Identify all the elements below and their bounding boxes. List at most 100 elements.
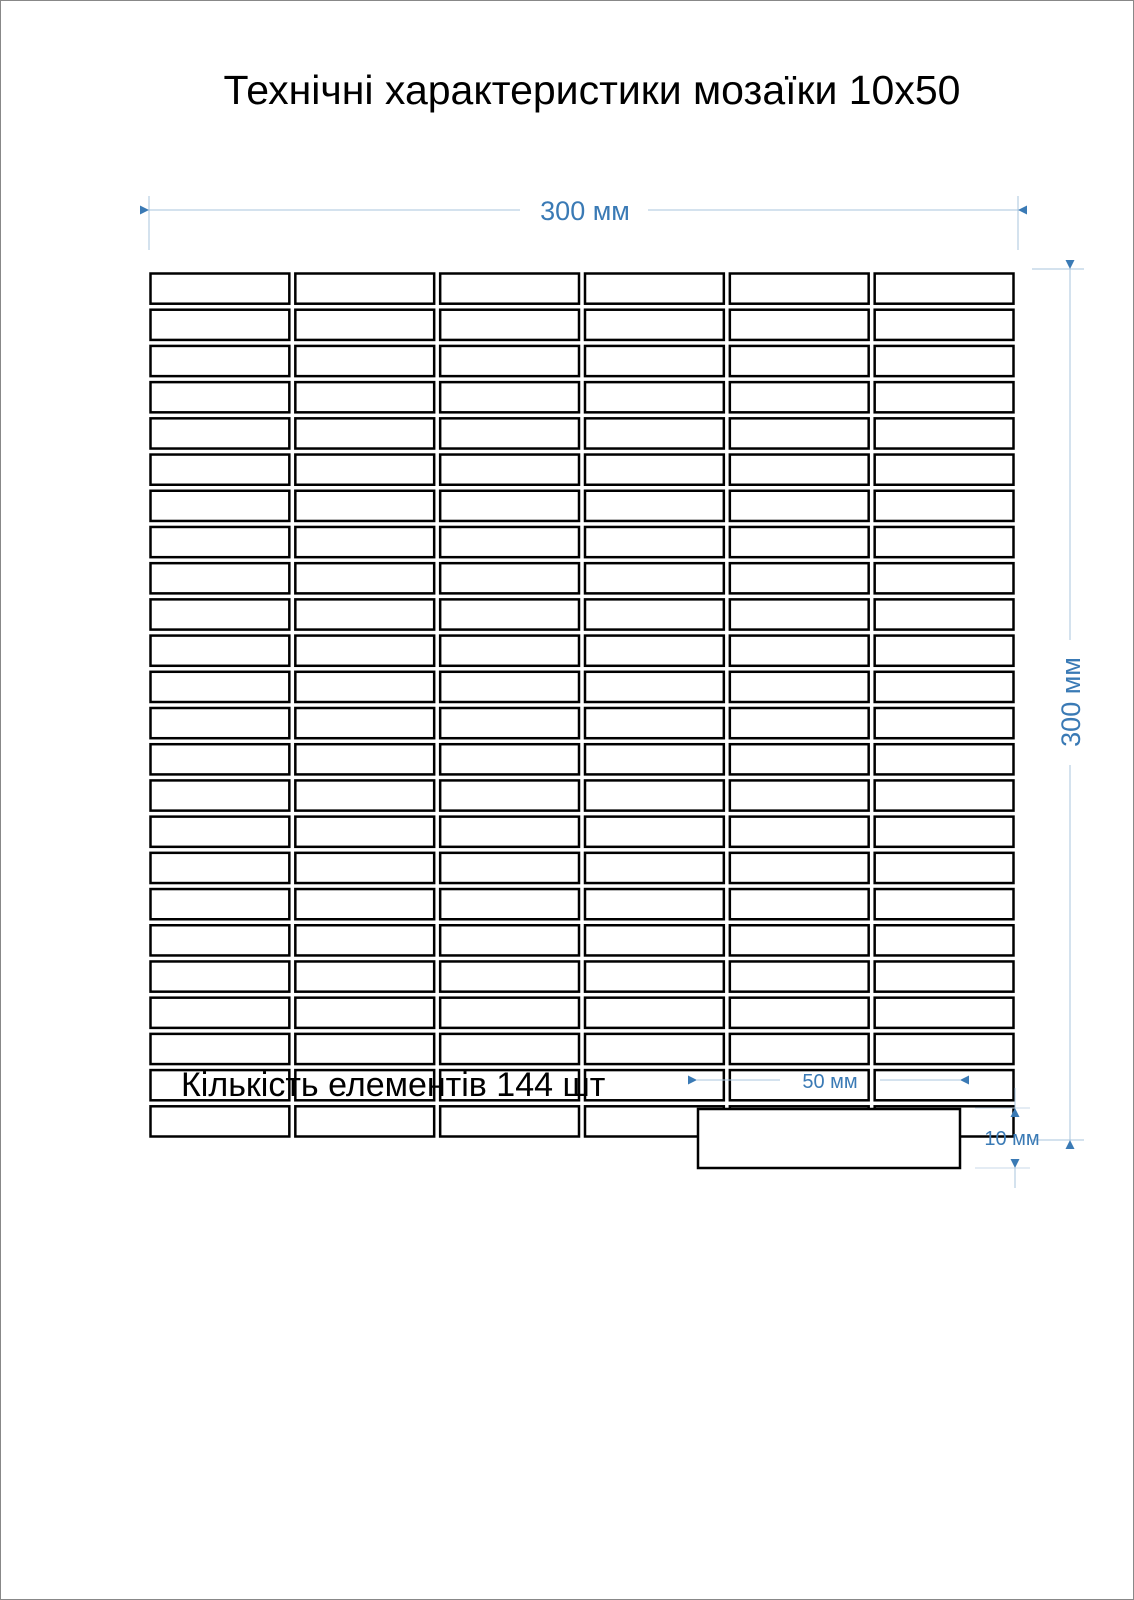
mosaic-tile (873, 634, 1015, 668)
mosaic-tile (728, 308, 870, 342)
mosaic-tile (149, 308, 291, 342)
mosaic-tile (583, 706, 726, 740)
mosaic-tile (583, 598, 726, 631)
mosaic-tile (294, 960, 436, 993)
mosaic-tile (438, 561, 581, 595)
mosaic-tile (438, 1105, 581, 1138)
mosaic-tile (294, 489, 436, 523)
mosaic-tile (438, 380, 581, 414)
mosaic-tile (873, 851, 1015, 885)
mosaic-tile (583, 851, 726, 885)
mosaic-tile (728, 960, 870, 993)
mosaic-tile (728, 380, 870, 414)
mosaic-tile (873, 706, 1015, 740)
mosaic-tile (438, 272, 581, 305)
mosaic-tile (873, 1032, 1015, 1066)
mosaic-tile (438, 670, 581, 704)
mosaic-tile (583, 996, 726, 1030)
mosaic-tile (873, 815, 1015, 849)
mosaic-tile (294, 417, 436, 450)
element-width-label: 50 мм (802, 1071, 857, 1093)
mosaic-tile (728, 924, 870, 957)
mosaic-tile (294, 561, 436, 595)
mosaic-tile (294, 996, 436, 1030)
mosaic-tile (294, 815, 436, 849)
mosaic-tile (294, 670, 436, 704)
mosaic-tile (728, 851, 870, 885)
mosaic-tile (149, 453, 291, 486)
mosaic-tile (149, 561, 291, 595)
mosaic-tile (149, 598, 291, 631)
element-dimensions: 50 мм 10 мм (688, 1071, 1040, 1188)
mosaic-tile (728, 561, 870, 595)
mosaic-tile (873, 887, 1015, 921)
single-element (696, 1107, 962, 1170)
mosaic-tile (583, 344, 726, 378)
mosaic-tile (873, 960, 1015, 993)
mosaic-tile (149, 670, 291, 704)
mosaic-tile (583, 779, 726, 812)
element-count: Кількість елементів 144 шт (181, 1066, 605, 1104)
mosaic-tile (149, 489, 291, 523)
element-height-label: 10 мм (984, 1128, 1039, 1150)
mosaic-tile (438, 779, 581, 812)
mosaic-tile (583, 272, 726, 305)
mosaic-tile (438, 924, 581, 957)
mosaic-tile (873, 453, 1015, 486)
mosaic-tile (583, 1032, 726, 1066)
mosaic-tile (294, 525, 436, 559)
mosaic-tile (583, 960, 726, 993)
mosaic-tile (294, 742, 436, 776)
mosaic-tile (294, 308, 436, 342)
mosaic-tile (728, 996, 870, 1030)
mosaic-tile (294, 1105, 436, 1138)
mosaic-tile (294, 1032, 436, 1066)
mosaic-tile (438, 598, 581, 631)
mosaic-tile (149, 742, 291, 776)
mosaic-tile (149, 1068, 291, 1102)
mosaic-tile (728, 815, 870, 849)
mosaic-tile (728, 272, 870, 305)
mosaic-tile (438, 489, 581, 523)
mosaic-tile (438, 453, 581, 486)
mosaic-tile (438, 815, 581, 849)
mosaic-tile (438, 634, 581, 668)
mosaic-tile (438, 706, 581, 740)
height-label: 300 мм (1056, 657, 1086, 747)
mosaic-tile (873, 561, 1015, 595)
mosaic-tile (294, 344, 436, 378)
mosaic-tile (873, 489, 1015, 523)
mosaic-tile (728, 887, 870, 921)
mosaic-tile (583, 489, 726, 523)
mosaic-tile (583, 525, 726, 559)
mosaic-tile (149, 924, 291, 957)
mosaic-tile (438, 525, 581, 559)
mosaic-tile (583, 308, 726, 342)
mosaic-tile (438, 1068, 581, 1102)
mosaic-tile (438, 887, 581, 921)
mosaic-tile (149, 380, 291, 414)
mosaic-tile (583, 815, 726, 849)
mosaic-tile (294, 779, 436, 812)
mosaic-tile (149, 706, 291, 740)
mosaic-tile (728, 453, 870, 486)
mosaic-tile (583, 887, 726, 921)
mosaic-tile (438, 417, 581, 450)
mosaic-tile (149, 634, 291, 668)
mosaic-tile (873, 779, 1015, 812)
mosaic-tile (583, 634, 726, 668)
mosaic-tile (149, 417, 291, 450)
mosaic-tile (438, 742, 581, 776)
mosaic-tile (583, 380, 726, 414)
mosaic-tile (438, 996, 581, 1030)
mosaic-tile (438, 344, 581, 378)
mosaic-tile (873, 1068, 1015, 1102)
mosaic-tile (294, 598, 436, 631)
mosaic-tile (583, 453, 726, 486)
mosaic-tile (728, 525, 870, 559)
mosaic-tile (149, 525, 291, 559)
mosaic-tile (728, 706, 870, 740)
mosaic-tile (728, 779, 870, 812)
mosaic-tile (438, 1032, 581, 1066)
width-label: 300 мм (540, 196, 630, 226)
